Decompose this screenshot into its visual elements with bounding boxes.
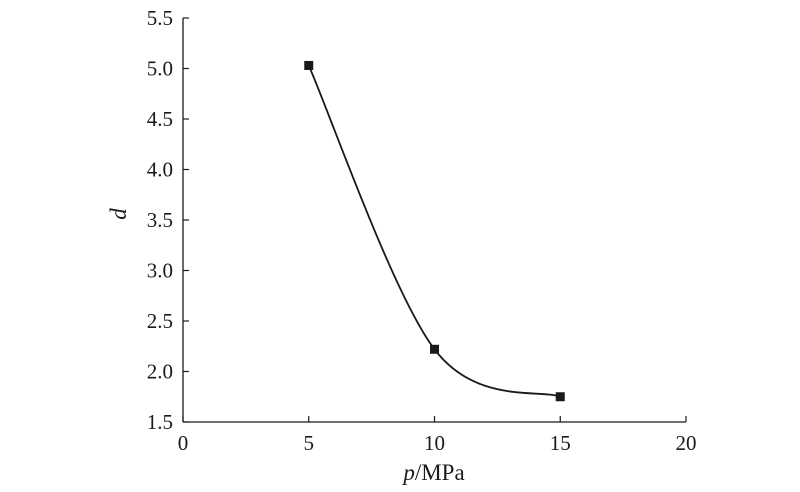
x-axis-label-unit: /MPa [415,460,465,485]
x-axis-label-variable: p [401,460,415,485]
x-tick-label: 15 [550,431,571,455]
y-tick-label: 1.5 [147,410,173,434]
data-point [430,344,439,354]
x-tick-label: 20 [676,431,697,455]
data-points [304,60,565,402]
y-tick-label: 5.0 [147,57,173,81]
y-tick-labels: 1.5 2.0 2.5 3.0 3.5 4.0 4.5 5.0 5.5 [147,6,173,434]
y-tick-label: 3.5 [147,208,173,232]
data-point [304,60,314,70]
x-tick-label: 10 [424,431,445,455]
y-axis-label: d [106,208,131,220]
y-tick-label: 3.0 [147,259,173,283]
ticks [182,17,687,423]
x-tick-label: 5 [304,431,315,455]
x-tick-label: 0 [178,431,189,455]
series-line [307,65,561,398]
x-axis-label: p/MPa [401,460,464,485]
data-point [555,392,565,402]
y-tick-label: 5.5 [147,6,173,30]
y-tick-label: 4.5 [147,107,173,131]
y-tick-label: 4.0 [147,158,173,182]
y-tick-label: 2.5 [147,309,173,333]
y-tick-label: 2.0 [147,360,173,384]
x-tick-labels: 0 5 10 15 20 [178,431,697,455]
